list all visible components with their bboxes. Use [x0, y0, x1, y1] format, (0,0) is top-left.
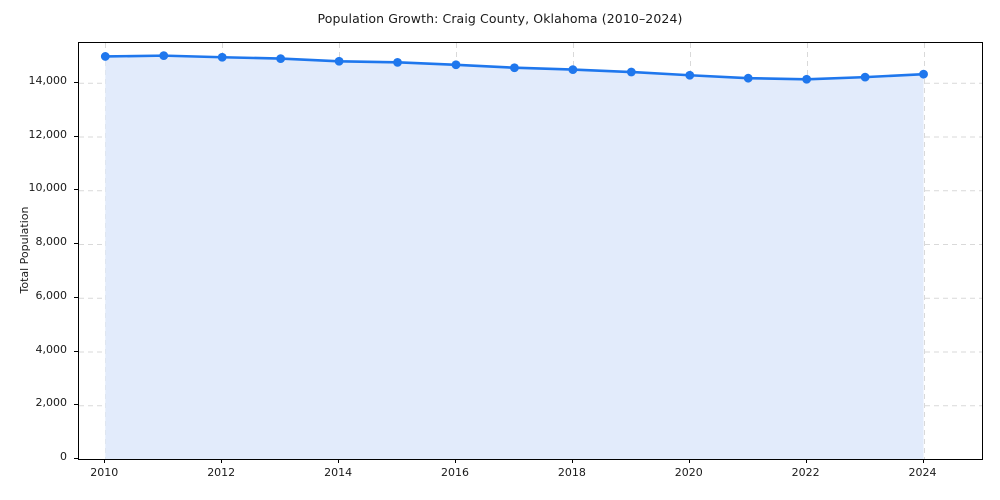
data-point — [276, 54, 286, 63]
x-tick-label: 2018 — [557, 466, 586, 479]
data-point — [626, 67, 636, 77]
y-tick-label: 10,000 — [28, 181, 68, 195]
y-tick-mark — [74, 350, 78, 352]
data-point — [802, 74, 812, 84]
data-point — [159, 51, 169, 61]
y-tick-mark — [74, 189, 78, 191]
area-fill — [105, 55, 924, 459]
y-tick-mark — [74, 458, 78, 459]
y-tick-label: 2,000 — [35, 396, 68, 410]
y-tick-label: 4,000 — [35, 342, 68, 356]
y-tick-label: 12,000 — [28, 127, 68, 141]
y-tick-mark — [74, 243, 78, 244]
data-point — [568, 65, 578, 74]
x-tick-mark — [805, 459, 807, 463]
y-tick-mark — [74, 135, 78, 137]
data-point — [217, 52, 227, 62]
data-point — [100, 52, 110, 61]
y-tick-label: 6,000 — [35, 288, 68, 302]
data-point — [451, 60, 461, 70]
x-tick-label: 2012 — [207, 466, 236, 479]
data-point — [510, 63, 519, 73]
data-point — [919, 69, 928, 79]
plot-svg — [79, 43, 982, 459]
x-tick-label: 2022 — [791, 466, 820, 479]
y-tick-label: 14,000 — [28, 73, 68, 87]
y-tick-label: 0 — [60, 450, 67, 463]
x-tick-mark — [221, 459, 223, 463]
y-tick-label: 8,000 — [35, 235, 68, 248]
x-tick-mark — [922, 459, 924, 463]
x-tick-label: 2020 — [674, 466, 703, 479]
x-tick-mark — [571, 459, 573, 463]
x-tick-label: 2010 — [90, 466, 119, 479]
data-point — [685, 70, 695, 80]
data-point-markers — [100, 51, 928, 84]
data-point — [743, 73, 753, 83]
x-tick-label: 2014 — [324, 466, 353, 479]
data-point — [334, 56, 344, 66]
data-point — [393, 57, 402, 67]
x-tick-mark — [338, 459, 340, 463]
plot-area — [78, 42, 983, 460]
y-tick-mark — [74, 81, 78, 83]
data-point — [860, 72, 870, 82]
x-tick-label: 2016 — [440, 466, 469, 479]
y-tick-mark — [74, 296, 78, 298]
chart-title: Population Growth: Craig County, Oklahom… — [317, 11, 683, 26]
x-tick-label: 2024 — [908, 466, 937, 479]
x-tick-mark — [454, 459, 456, 463]
x-tick-mark — [688, 459, 690, 463]
x-tick-mark — [104, 459, 106, 463]
y-tick-mark — [74, 404, 78, 406]
